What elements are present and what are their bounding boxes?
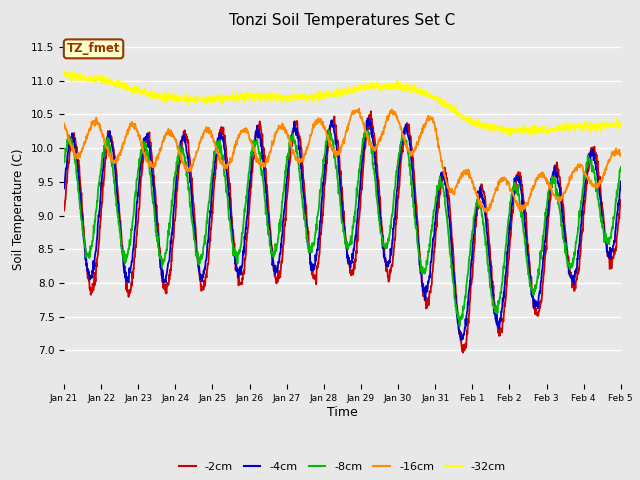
X-axis label: Time: Time	[327, 406, 358, 419]
Text: TZ_fmet: TZ_fmet	[67, 42, 120, 55]
Y-axis label: Soil Temperature (C): Soil Temperature (C)	[12, 148, 26, 270]
Title: Tonzi Soil Temperatures Set C: Tonzi Soil Temperatures Set C	[229, 13, 456, 28]
Legend: -2cm, -4cm, -8cm, -16cm, -32cm: -2cm, -4cm, -8cm, -16cm, -32cm	[175, 457, 510, 477]
